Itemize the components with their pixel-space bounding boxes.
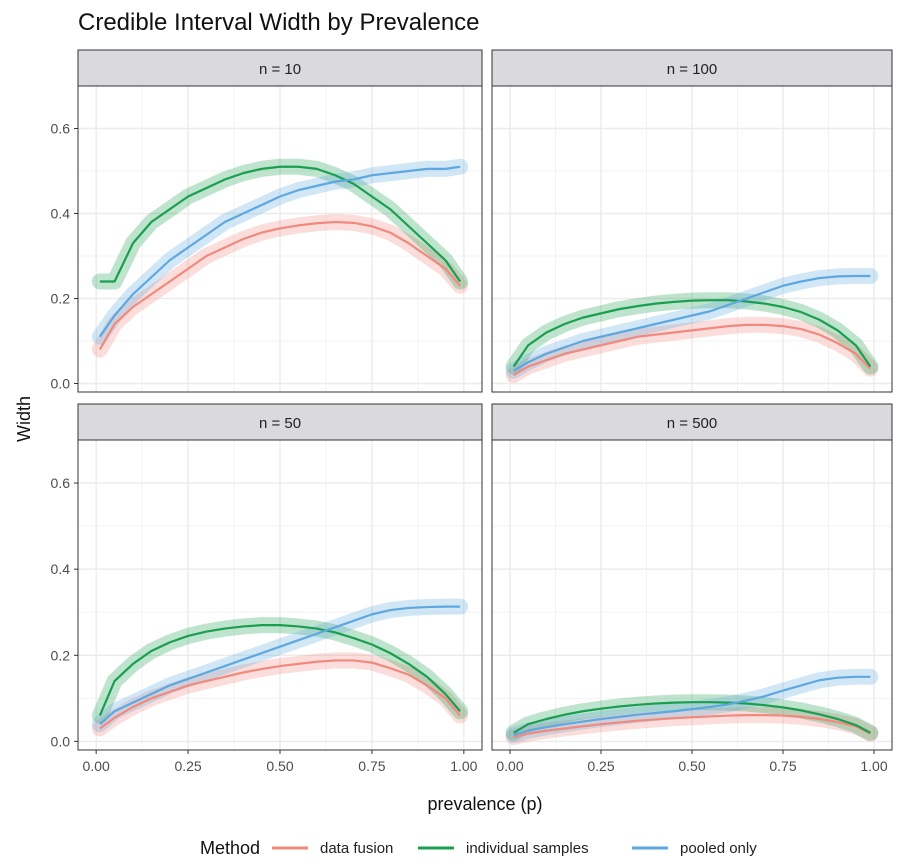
legend-label: individual samples	[466, 840, 589, 857]
x-tick-label: 0.00	[83, 758, 110, 774]
series-line-pooled-only	[513, 274, 871, 372]
facet-strip	[77, 403, 483, 441]
series-line-pooled-only	[98, 165, 461, 338]
y-axis-label: Width	[14, 396, 34, 442]
series-line-data-fusion	[513, 323, 872, 376]
facet-label: n = 50	[259, 415, 301, 432]
panel-3: n = 50 0.0 0.2 0.4 0.6 0.00 0.25 0.50 0.75 1.00	[51, 403, 483, 774]
legend-item-individual-samples: individual samples	[418, 840, 589, 857]
panels: n = 10 0.0 0.2 0.4 0.6 n = 100 n = 50 0.0 0.2 0.4…	[51, 49, 893, 774]
y-tick-label: 0.4	[51, 206, 71, 222]
y-tick-label: 0.2	[51, 291, 71, 307]
y-tick-label: 0.0	[51, 733, 71, 749]
series-group	[505, 267, 879, 383]
legend-title: Method	[200, 838, 260, 858]
legend-item-data-fusion: data fusion	[272, 840, 393, 857]
x-tick-label: 1.00	[450, 758, 477, 774]
series-line-pooled-only	[99, 605, 461, 725]
x-tick-label: 1.00	[860, 758, 887, 774]
legend-label: data fusion	[320, 840, 393, 857]
x-tick-label: 0.50	[678, 758, 705, 774]
x-tick-label: 0.75	[358, 758, 385, 774]
legend-label: pooled only	[680, 840, 757, 857]
series-line-pooled-only	[513, 675, 871, 736]
x-tick-label: 0.25	[587, 758, 614, 774]
facet-label: n = 500	[667, 415, 717, 432]
series-line-data-fusion	[99, 659, 461, 730]
facet-strip	[491, 403, 893, 441]
chart-title: Credible Interval Width by Prevalence	[78, 9, 480, 36]
legend: Method data fusion individual samples pool…	[200, 838, 757, 858]
series-line-individual-samples	[512, 299, 872, 368]
facet-label: n = 10	[259, 61, 301, 78]
series-line-individual-samples	[99, 165, 462, 283]
x-tick-label: 0.00	[496, 758, 523, 774]
series-group	[505, 668, 879, 746]
panel-border	[77, 85, 483, 393]
x-axis-label: prevalence (p)	[427, 794, 542, 814]
y-tick-label: 0.0	[51, 376, 71, 392]
panel-border	[491, 85, 893, 393]
y-tick-label: 0.6	[51, 121, 71, 137]
y-tick-label: 0.6	[51, 475, 71, 491]
panel-2: n = 100	[491, 49, 893, 393]
series-line-individual-samples	[98, 624, 461, 716]
x-tick-label: 0.75	[769, 758, 796, 774]
series-line-individual-samples	[513, 701, 871, 734]
series-group	[91, 598, 469, 737]
series-line-data-fusion	[98, 220, 461, 351]
panel-4: n = 500 0.00 0.25 0.50 0.75 1.00	[491, 403, 893, 774]
facet-label: n = 100	[667, 61, 717, 78]
legend-item-pooled-only: pooled only	[632, 840, 757, 857]
series-line-data-fusion	[513, 714, 871, 739]
facet-strip	[77, 49, 483, 87]
panel-1: n = 10 0.0 0.2 0.4 0.6	[51, 49, 483, 393]
x-tick-label: 0.25	[174, 758, 201, 774]
x-tick-label: 0.50	[266, 758, 293, 774]
y-tick-label: 0.2	[51, 647, 71, 663]
series-group	[91, 158, 469, 358]
y-tick-label: 0.4	[51, 561, 71, 577]
